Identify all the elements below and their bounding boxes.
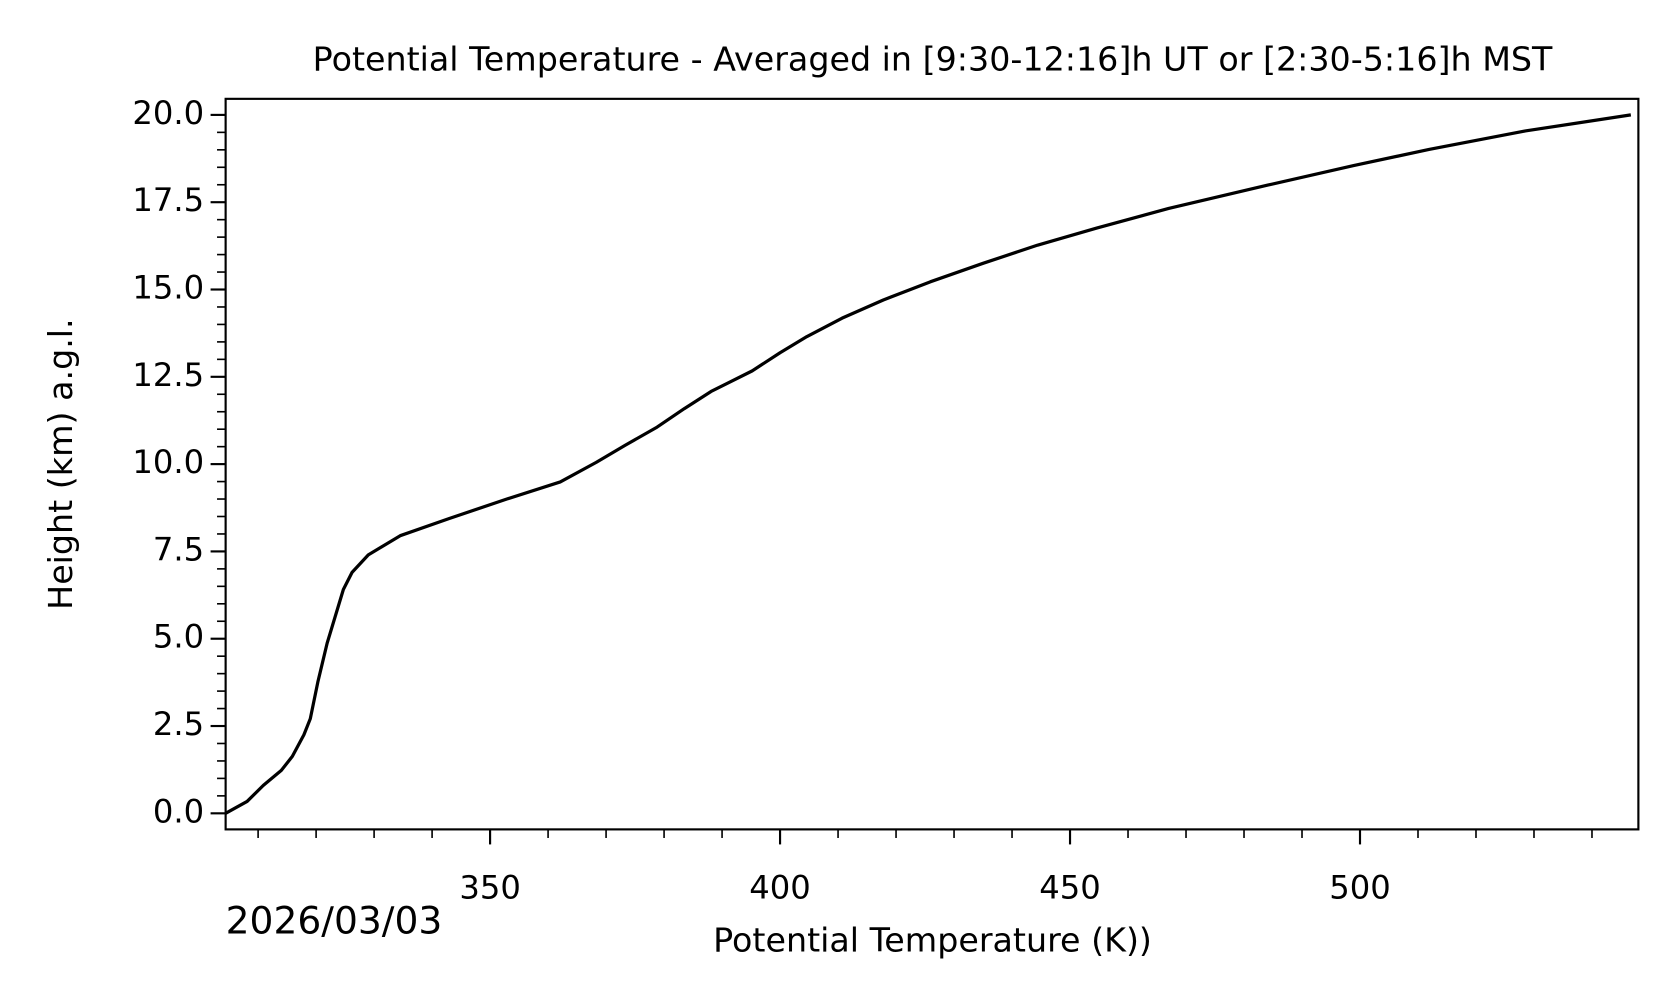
x-tick-label: 500 — [1329, 869, 1390, 907]
x-axis-label: Potential Temperature (K)) — [713, 921, 1152, 960]
y-tick-label: 12.5 — [132, 356, 204, 394]
date-label: 2026/03/03 — [226, 898, 443, 942]
plot-frame — [224, 97, 1640, 831]
y-tick-label: 10.0 — [132, 443, 204, 481]
y-tick-label: 7.5 — [153, 530, 204, 568]
y-tick-label: 2.5 — [153, 705, 204, 743]
y-axis-label: Height (km) a.g.l. — [41, 318, 80, 609]
y-tick-label: 5.0 — [153, 618, 204, 656]
y-tick-label: 20.0 — [132, 94, 204, 132]
y-tick-label: 15.0 — [132, 269, 204, 307]
chart-title: Potential Temperature - Averaged in [9:3… — [313, 40, 1553, 79]
data-line — [224, 113, 1632, 815]
x-tick-label: 400 — [749, 869, 811, 907]
x-tick-label: 450 — [1039, 869, 1101, 907]
x-tick-label: 350 — [459, 869, 521, 907]
y-tick-label: 17.5 — [132, 181, 204, 219]
y-tick-label: 0.0 — [153, 792, 204, 830]
